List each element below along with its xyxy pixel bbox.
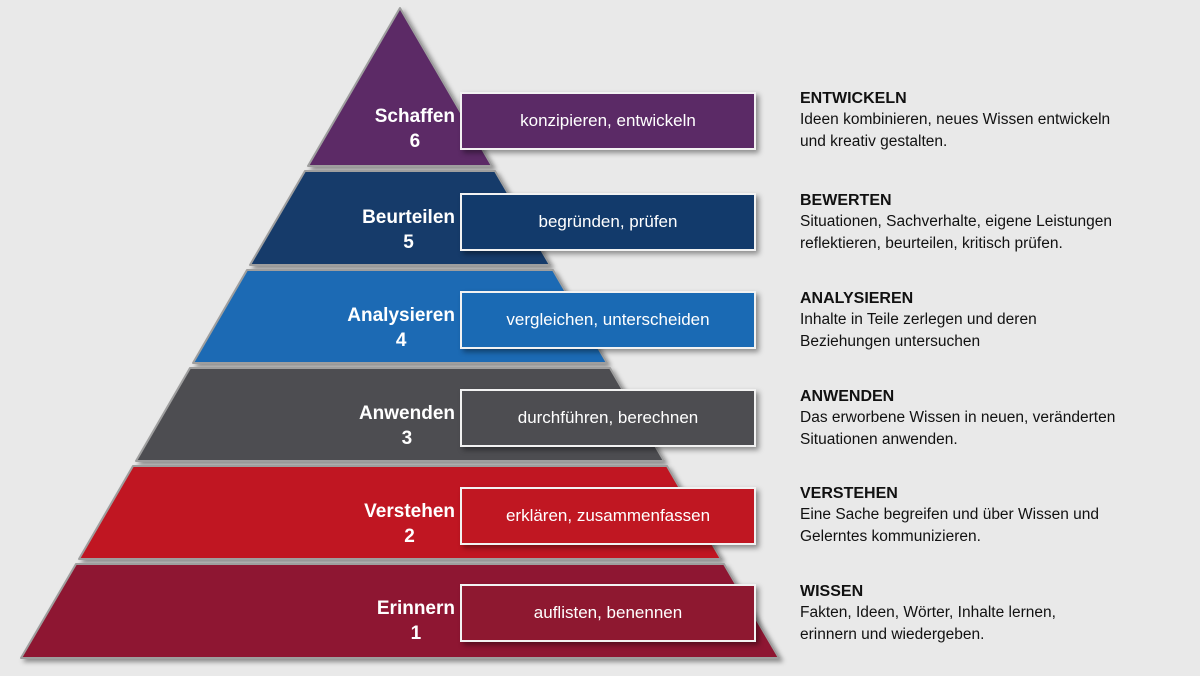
description-title: ANWENDEN: [800, 388, 895, 405]
level-number: 6: [409, 131, 421, 152]
keywords-text: begründen, prüfen: [538, 212, 678, 231]
keywords-text: durchführen, berechnen: [517, 408, 699, 427]
level-number: 5: [403, 232, 414, 253]
description-title: BEWERTEN: [800, 192, 892, 209]
description-text: Eine Sache begreifen und über Wissen und…: [800, 506, 1100, 545]
description-anwenden: ANWENDEN Das erworbene Wissen in neuen, …: [800, 386, 1200, 450]
level-label-erinnern: Erinnern 1: [377, 596, 455, 646]
description-text: Inhalte in Teile zerlegen und deren Bezi…: [800, 311, 1037, 350]
description-title: WISSEN: [800, 583, 864, 600]
level-number: 3: [401, 428, 413, 449]
description-wissen: WISSEN Fakten, Ideen, Wörter, Inhalte le…: [800, 581, 1200, 645]
level-label-analysieren: Analysieren 4: [347, 303, 455, 353]
keywords-box-schaffen: konzipieren, entwickeln: [460, 92, 756, 150]
keywords-text: auflisten, benennen: [533, 603, 683, 622]
keywords-box-analysieren: vergleichen, unterscheiden: [460, 291, 756, 349]
level-name: Anwenden: [358, 403, 455, 424]
keywords-box-verstehen: erklären, zusammenfassen: [460, 487, 756, 545]
level-number: 4: [395, 330, 407, 351]
description-title: VERSTEHEN: [800, 485, 898, 502]
description-title: ANALYSIEREN: [800, 290, 914, 307]
keywords-text: erklären, zusammenfassen: [505, 506, 711, 525]
level-name: Beurteilen: [362, 207, 455, 228]
description-analysieren: ANALYSIEREN Inhalte in Teile zerlegen un…: [800, 288, 1200, 352]
description-text: Das erworbene Wissen in neuen, verändert…: [800, 409, 1116, 448]
pyramid-level-shape-schaffen: [307, 7, 493, 167]
level-label-verstehen: Verstehen 2: [364, 499, 455, 549]
keywords-text: vergleichen, unterscheiden: [506, 310, 710, 329]
description-text: Situationen, Sachverhalte, eigene Leistu…: [800, 213, 1112, 252]
keywords-box-erinnern: auflisten, benennen: [460, 584, 756, 642]
description-verstehen: VERSTEHEN Eine Sache begreifen und über …: [800, 483, 1200, 547]
level-name: Analysieren: [347, 305, 455, 326]
level-name: Schaffen: [374, 106, 455, 127]
level-label-anwenden: Anwenden 3: [359, 401, 455, 451]
level-name: Verstehen: [364, 501, 455, 522]
level-number: 2: [404, 526, 415, 547]
description-text: Fakten, Ideen, Wörter, Inhalte lernen, e…: [800, 604, 1056, 643]
level-label-beurteilen: Beurteilen 5: [362, 205, 455, 255]
description-entwickeln: ENTWICKELN Ideen kombinieren, neues Wiss…: [800, 88, 1200, 152]
level-name: Erinnern: [376, 598, 455, 619]
keywords-box-anwenden: durchführen, berechnen: [460, 389, 756, 447]
description-text: Ideen kombinieren, neues Wissen entwicke…: [800, 111, 1111, 150]
description-title: ENTWICKELN: [800, 90, 907, 107]
level-number: 1: [410, 623, 422, 644]
level-label-schaffen: Schaffen 6: [375, 104, 455, 154]
keywords-box-beurteilen: begründen, prüfen: [460, 193, 756, 251]
keywords-text: konzipieren, entwickeln: [520, 111, 696, 130]
description-bewerten: BEWERTEN Situationen, Sachverhalte, eige…: [800, 190, 1200, 254]
